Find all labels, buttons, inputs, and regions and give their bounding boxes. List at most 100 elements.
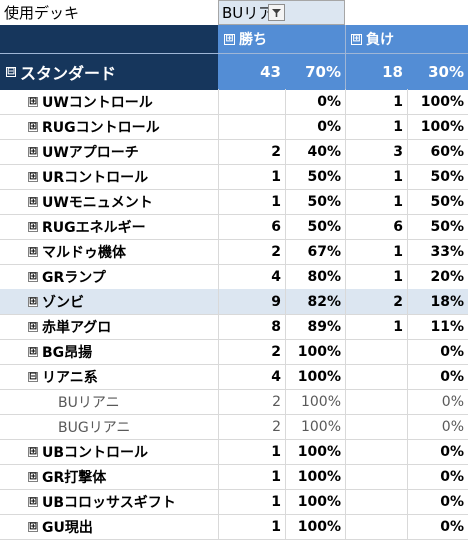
grid-line xyxy=(285,414,286,439)
win-count-cell: 8 xyxy=(271,318,281,335)
row-label: GR打撃体 xyxy=(42,469,107,486)
lose-count-cell xyxy=(345,339,407,364)
column-header-row: ⊞ 勝ち ⊞ 負け xyxy=(0,25,468,53)
lose-pct-cell: 0% xyxy=(441,418,464,435)
collapse-icon[interactable]: ⊟ xyxy=(28,370,38,382)
row-label-cell: ⊞ ゾンビ xyxy=(26,289,218,314)
expand-icon[interactable]: ⊞ xyxy=(28,295,38,307)
column-header-lose-label: 負け xyxy=(366,32,394,48)
grid-line xyxy=(285,489,286,514)
table-row[interactable]: ⊞ マルドゥ機体 2 67% 1 33% xyxy=(0,239,468,265)
lose-count-cell xyxy=(345,389,407,414)
grid-line xyxy=(407,114,408,139)
expand-icon[interactable]: ⊞ xyxy=(28,145,38,157)
lose-count-cell: 6 xyxy=(393,218,403,235)
lose-pct-cell: 0% xyxy=(440,468,464,485)
table-row[interactable]: ⊞ BG昂揚 2 100% 0% xyxy=(0,339,468,365)
expand-icon[interactable]: ⊞ xyxy=(28,195,38,207)
table-row[interactable]: ⊞ UWコントロール 0% 1 100% xyxy=(0,89,468,115)
filter-funnel-icon xyxy=(272,9,281,17)
table-row[interactable]: ⊞ GU現出 1 100% 0% xyxy=(0,514,468,540)
lose-pct-cell: 50% xyxy=(430,193,464,210)
column-header-win[interactable]: ⊞ 勝ち xyxy=(218,25,345,53)
grid-line xyxy=(345,189,346,214)
expand-icon[interactable]: ⊞ xyxy=(28,220,38,232)
grid-line xyxy=(345,114,346,139)
lose-pct-cell: 50% xyxy=(430,168,464,185)
table-row[interactable]: BUリアニ 2 100% 0% xyxy=(0,389,468,415)
expand-icon[interactable]: ⊞ xyxy=(28,320,38,332)
grid-line xyxy=(345,139,346,164)
expand-icon[interactable]: ⊞ xyxy=(28,345,38,357)
grid-line xyxy=(345,414,346,439)
lose-count-cell xyxy=(345,514,407,539)
row-label-cell: ⊞ RUGコントロール xyxy=(26,114,218,139)
expand-icon[interactable]: ⊞ xyxy=(351,33,362,45)
win-count-cell: 2 xyxy=(272,393,281,410)
table-row[interactable]: ⊞ GRランプ 4 80% 1 20% xyxy=(0,264,468,290)
filter-dropdown-button[interactable] xyxy=(268,4,285,21)
win-pct-cell: 100% xyxy=(300,418,341,435)
table-row[interactable]: ⊞ RUGコントロール 0% 1 100% xyxy=(0,114,468,140)
table-row[interactable]: BUGリアニ 2 100% 0% xyxy=(0,414,468,440)
lose-count-cell: 1 xyxy=(393,243,403,260)
grid-line xyxy=(218,264,219,289)
row-label: UWアプローチ xyxy=(42,144,139,161)
expand-icon[interactable]: ⊞ xyxy=(28,170,38,182)
expand-icon[interactable]: ⊞ xyxy=(28,520,38,532)
grand-lose-count: 18 xyxy=(382,63,403,81)
table-row[interactable]: ⊞ ゾンビ 9 82% 2 18% xyxy=(0,289,468,315)
table-row[interactable]: ⊞ 赤単アグロ 8 89% 1 11% xyxy=(0,314,468,340)
win-pct-cell: 82% xyxy=(307,293,341,310)
grid-line xyxy=(345,464,346,489)
grid-line xyxy=(218,189,219,214)
win-pct-cell: 89% xyxy=(307,318,341,335)
grid-line xyxy=(407,214,408,239)
row-label-cell: ⊞ マルドゥ機体 xyxy=(26,239,218,264)
grid-line xyxy=(407,189,408,214)
grid-line xyxy=(218,339,219,364)
grid-line xyxy=(407,89,408,114)
grid-line xyxy=(285,239,286,264)
table-row[interactable]: ⊞ URコントロール 1 50% 1 50% xyxy=(0,164,468,190)
table-row[interactable]: ⊞ UBコロッサスギフト 1 100% 0% xyxy=(0,489,468,515)
expand-icon[interactable]: ⊞ xyxy=(28,470,38,482)
table-row[interactable]: ⊞ UWアプローチ 2 40% 3 60% xyxy=(0,139,468,165)
table-row[interactable]: ⊞ GR打撃体 1 100% 0% xyxy=(0,464,468,490)
win-count-cell xyxy=(218,89,285,114)
expand-icon[interactable]: ⊞ xyxy=(28,120,38,132)
grid-line xyxy=(407,364,408,389)
expand-icon[interactable]: ⊞ xyxy=(28,95,38,107)
expand-icon[interactable]: ⊞ xyxy=(224,33,235,45)
grid-line xyxy=(285,439,286,464)
win-count-cell: 2 xyxy=(271,343,281,360)
win-count-cell: 2 xyxy=(271,243,281,260)
grid-line xyxy=(285,164,286,189)
grid-line xyxy=(218,364,219,389)
table-row[interactable]: ⊞ RUGエネルギー 6 50% 6 50% xyxy=(0,214,468,240)
row-label-cell: ⊞ UWアプローチ xyxy=(26,139,218,164)
expand-icon[interactable]: ⊞ xyxy=(28,445,38,457)
expand-icon[interactable]: ⊞ xyxy=(28,270,38,282)
grid-line xyxy=(407,439,408,464)
grand-total-row[interactable]: ⊟ スタンダード 43 70% 18 30% xyxy=(0,53,468,90)
grid-line xyxy=(218,489,219,514)
expand-icon[interactable]: ⊞ xyxy=(28,245,38,257)
column-header-lose[interactable]: ⊞ 負け xyxy=(345,25,468,53)
grid-line xyxy=(218,114,219,139)
grid-line xyxy=(345,214,346,239)
row-label-cell: ⊞ BG昂揚 xyxy=(26,339,218,364)
table-row[interactable]: ⊞ UBコントロール 1 100% 0% xyxy=(0,439,468,465)
expand-icon[interactable]: ⊞ xyxy=(28,495,38,507)
grid-line xyxy=(407,414,408,439)
filter-value: BUリア xyxy=(222,4,274,22)
win-pct-cell: 0% xyxy=(317,118,341,135)
table-row[interactable]: ⊟ リアニ系 4 100% 0% xyxy=(0,364,468,390)
row-label-cell: ⊟ リアニ系 xyxy=(26,364,218,389)
lose-pct-cell: 100% xyxy=(420,93,464,110)
table-row[interactable]: ⊞ UWモニュメント 1 50% 1 50% xyxy=(0,189,468,215)
grid-line xyxy=(285,464,286,489)
win-pct-cell: 0% xyxy=(317,93,341,110)
collapse-icon[interactable]: ⊟ xyxy=(6,66,16,77)
